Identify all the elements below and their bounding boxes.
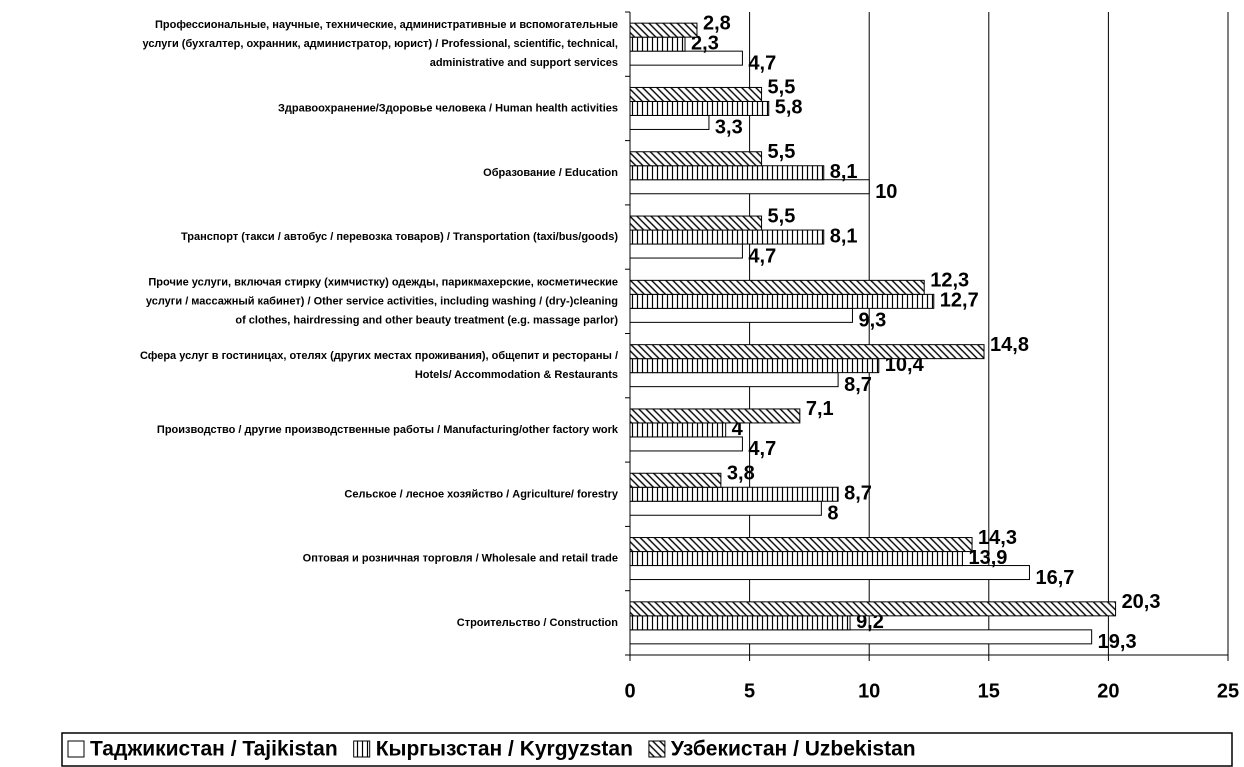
label-line: Hotels/ Accommodation & Restaurants [415, 369, 618, 381]
y-tick-label: Здравоохранение/Здоровье человека / Huma… [278, 102, 618, 114]
bar [629, 243, 743, 259]
value-label: 5,5 [768, 205, 796, 227]
bar [629, 422, 727, 438]
label-line: услуги / массажный кабинет) / Other serv… [146, 295, 618, 307]
value-label: 4,7 [748, 438, 776, 460]
value-label: 8 [827, 503, 838, 525]
label-line: Производство / другие производственные р… [157, 424, 619, 436]
label-line: Сфера услуг в гостиницах, отелях (других… [140, 350, 618, 362]
bar [629, 86, 763, 102]
value-label: 7,1 [806, 398, 834, 420]
value-label: 20,3 [1122, 591, 1161, 613]
label-line: Транспорт (такси / автобус / перевозка т… [181, 231, 618, 243]
label-line: of clothes, hairdressing and other beaut… [235, 314, 618, 326]
bar [629, 551, 963, 567]
value-label: 9,3 [858, 310, 886, 332]
bar [629, 500, 822, 516]
y-tick-label: Транспорт (такси / автобус / перевозка т… [181, 231, 618, 243]
bar [629, 615, 851, 631]
y-tick-label: Сфера услуг в гостиницах, отелях (других… [140, 350, 618, 381]
label-line: Образование / Education [483, 167, 618, 179]
bar [629, 486, 839, 502]
bar [629, 36, 686, 52]
value-label: 3,8 [727, 463, 755, 485]
value-label: 2,3 [691, 32, 719, 54]
bar [629, 307, 853, 323]
bar [629, 344, 985, 360]
value-label: 13,9 [968, 547, 1007, 569]
value-label: 12,3 [930, 270, 969, 292]
value-label: 8,7 [844, 374, 872, 396]
legend-label: Кыргызстан / Kyrgyzstan [376, 738, 633, 761]
value-label: 2,8 [703, 12, 731, 34]
y-tick-label: Производство / другие производственные р… [157, 424, 619, 436]
legend-label: Таджикистан / Tajikistan [90, 738, 338, 761]
legend-swatch [353, 740, 371, 758]
value-label: 5,8 [775, 97, 803, 119]
bar [629, 293, 935, 309]
x-tick-label: 20 [1097, 680, 1119, 702]
value-label: 4 [732, 418, 744, 440]
x-tick-label: 15 [978, 680, 1000, 702]
bar [629, 50, 743, 66]
bar [629, 100, 770, 116]
value-label: 5,5 [768, 141, 796, 163]
label-line: Оптовая и розничная торговля / Wholesale… [303, 552, 618, 564]
bar [629, 165, 825, 181]
value-label: 9,2 [856, 611, 884, 633]
bar [629, 151, 763, 167]
value-label: 8,1 [830, 225, 858, 247]
y-tick-label: Строительство / Construction [457, 617, 619, 629]
bar [629, 22, 698, 38]
value-label: 8,7 [844, 483, 872, 505]
y-tick-label: Профессиональные, научные, технические, … [142, 19, 618, 69]
label-line: Сельское / лесное хозяйство / Agricultur… [344, 488, 618, 500]
bar [629, 229, 825, 245]
label-line: услуги (бухгалтер, охранник, администрат… [142, 38, 618, 50]
bar [629, 537, 973, 553]
label-line: administrative and support services [430, 57, 618, 69]
y-tick-label: Образование / Education [483, 167, 618, 179]
y-tick-label: Сельское / лесное хозяйство / Agricultur… [344, 488, 618, 500]
label-line: Строительство / Construction [457, 617, 619, 629]
bar [629, 114, 710, 130]
legend-label: Узбекистан / Uzbekistan [671, 738, 916, 761]
value-label: 19,3 [1098, 631, 1137, 653]
label-line: Профессиональные, научные, технические, … [155, 19, 618, 31]
value-label: 10 [875, 181, 897, 203]
bar [629, 601, 1117, 617]
value-label: 4,7 [748, 52, 776, 74]
legend-swatch [648, 740, 666, 758]
value-label: 14,8 [990, 334, 1029, 356]
bar [629, 629, 1093, 645]
bar [629, 215, 763, 231]
y-tick-label: Прочие услуги, включая стирку (химчистку… [146, 276, 618, 326]
legend-box [61, 732, 1233, 767]
value-label: 8,1 [830, 161, 858, 183]
bar [629, 436, 743, 452]
y-tick-label: Оптовая и розничная торговля / Wholesale… [303, 552, 618, 564]
bar [629, 279, 925, 295]
x-tick-label: 25 [1217, 680, 1239, 702]
value-label: 5,5 [768, 77, 796, 99]
value-label: 12,7 [940, 290, 979, 312]
value-label: 14,3 [978, 527, 1017, 549]
bar [629, 358, 880, 374]
value-label: 3,3 [715, 117, 743, 139]
legend-swatch [67, 740, 85, 758]
label-line: Прочие услуги, включая стирку (химчистку… [148, 276, 618, 288]
x-tick-label: 5 [744, 680, 755, 702]
bar [629, 472, 722, 488]
bar [629, 408, 801, 424]
x-tick-label: 0 [624, 680, 635, 702]
value-label: 16,7 [1035, 567, 1074, 589]
value-label: 4,7 [748, 245, 776, 267]
x-tick-label: 10 [858, 680, 880, 702]
value-label: 10,4 [885, 354, 925, 376]
bar [629, 372, 839, 388]
label-line: Здравоохранение/Здоровье человека / Huma… [278, 102, 618, 114]
